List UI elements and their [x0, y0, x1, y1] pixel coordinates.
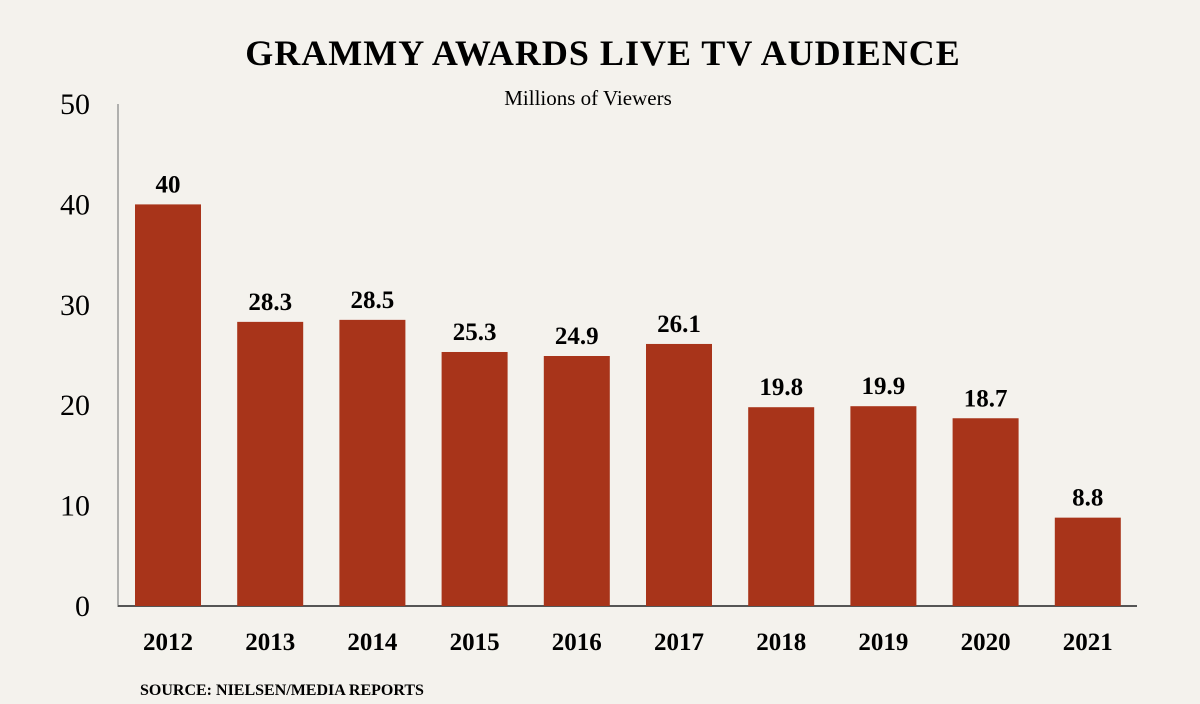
x-tick-label: 2020 — [961, 629, 1011, 656]
y-tick-label: 20 — [60, 389, 90, 422]
data-label: 26.1 — [657, 311, 701, 338]
y-tick-label: 50 — [60, 88, 90, 121]
x-tick-label: 2018 — [756, 629, 806, 656]
data-label: 28.5 — [351, 287, 395, 314]
data-label: 25.3 — [453, 319, 497, 346]
x-tick-label: 2012 — [143, 629, 193, 656]
data-label: 8.8 — [1072, 485, 1103, 512]
source-note: SOURCE: NIELSEN/MEDIA REPORTS — [140, 682, 424, 699]
data-label: 19.9 — [862, 373, 906, 400]
y-tick-label: 10 — [60, 490, 90, 523]
y-axis-ticks: 0 10 20 30 40 50 — [60, 88, 90, 623]
x-tick-label: 2021 — [1063, 629, 1113, 656]
y-tick-label: 0 — [75, 590, 90, 623]
bar — [237, 321, 304, 606]
x-tick-label: 2015 — [450, 629, 500, 656]
data-label: 18.7 — [964, 385, 1008, 412]
x-axis-ticks: 2012 2013 2014 2015 2016 2017 2018 2019 2020 2021 — [143, 629, 1113, 656]
bar — [748, 407, 815, 606]
bars — [135, 204, 1121, 606]
y-tick-label: 40 — [60, 188, 90, 221]
bar — [850, 406, 917, 606]
data-label: 19.8 — [759, 374, 803, 401]
data-label: 40 — [156, 171, 181, 198]
data-label: 24.9 — [555, 323, 599, 350]
bar — [952, 418, 1019, 606]
bar — [339, 319, 406, 606]
x-tick-label: 2016 — [552, 629, 602, 656]
x-tick-label: 2017 — [654, 629, 704, 656]
bar — [1054, 517, 1121, 606]
bar — [646, 343, 712, 606]
chart-title: GRAMMY AWARDS LIVE TV AUDIENCE — [245, 33, 960, 73]
data-labels: 40 28.3 28.5 25.3 24.9 26.1 19.8 19.9 18.7 8.8 — [156, 171, 1104, 511]
data-label: 28.3 — [248, 289, 292, 316]
chart-subtitle: Millions of Viewers — [504, 86, 672, 110]
bar — [441, 351, 508, 606]
x-tick-label: 2019 — [858, 629, 908, 656]
y-tick-label: 30 — [60, 289, 90, 322]
x-tick-label: 2013 — [245, 629, 295, 656]
bar — [543, 356, 610, 606]
x-tick-label: 2014 — [347, 629, 398, 656]
bar — [135, 204, 201, 606]
